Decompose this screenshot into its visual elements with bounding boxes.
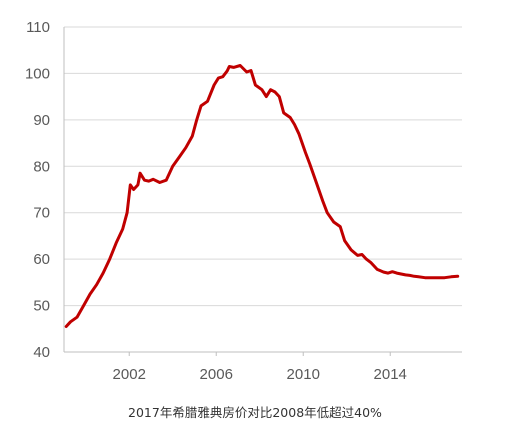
line-chart: 40 50 60 70 80 90 100 110 2002 2006 2010 2014 xyxy=(25,19,462,383)
y-tick-label: 60 xyxy=(33,251,50,268)
y-tick-label: 50 xyxy=(33,298,50,315)
chart-caption: 2017年希腊雅典房价对比2008年低超过40% xyxy=(128,405,382,420)
y-tick-label: 110 xyxy=(26,19,50,36)
x-tick-label: 2002 xyxy=(113,366,146,383)
x-tick-label: 2006 xyxy=(200,366,233,383)
series-line xyxy=(64,64,460,328)
y-tick-label: 90 xyxy=(33,112,50,129)
x-tick-label: 2014 xyxy=(374,366,407,383)
gridlines xyxy=(64,26,462,307)
y-tick-label: 70 xyxy=(33,205,50,222)
y-tick-label: 40 xyxy=(33,344,50,361)
y-tick-labels: 40 50 60 70 80 90 100 110 xyxy=(25,19,50,361)
axes xyxy=(63,27,462,356)
x-tick-labels: 2002 2006 2010 2014 xyxy=(113,366,407,383)
x-tick-label: 2010 xyxy=(287,366,320,383)
y-tick-label: 100 xyxy=(25,65,50,82)
y-tick-label: 80 xyxy=(33,158,50,175)
series-layer xyxy=(64,64,460,328)
